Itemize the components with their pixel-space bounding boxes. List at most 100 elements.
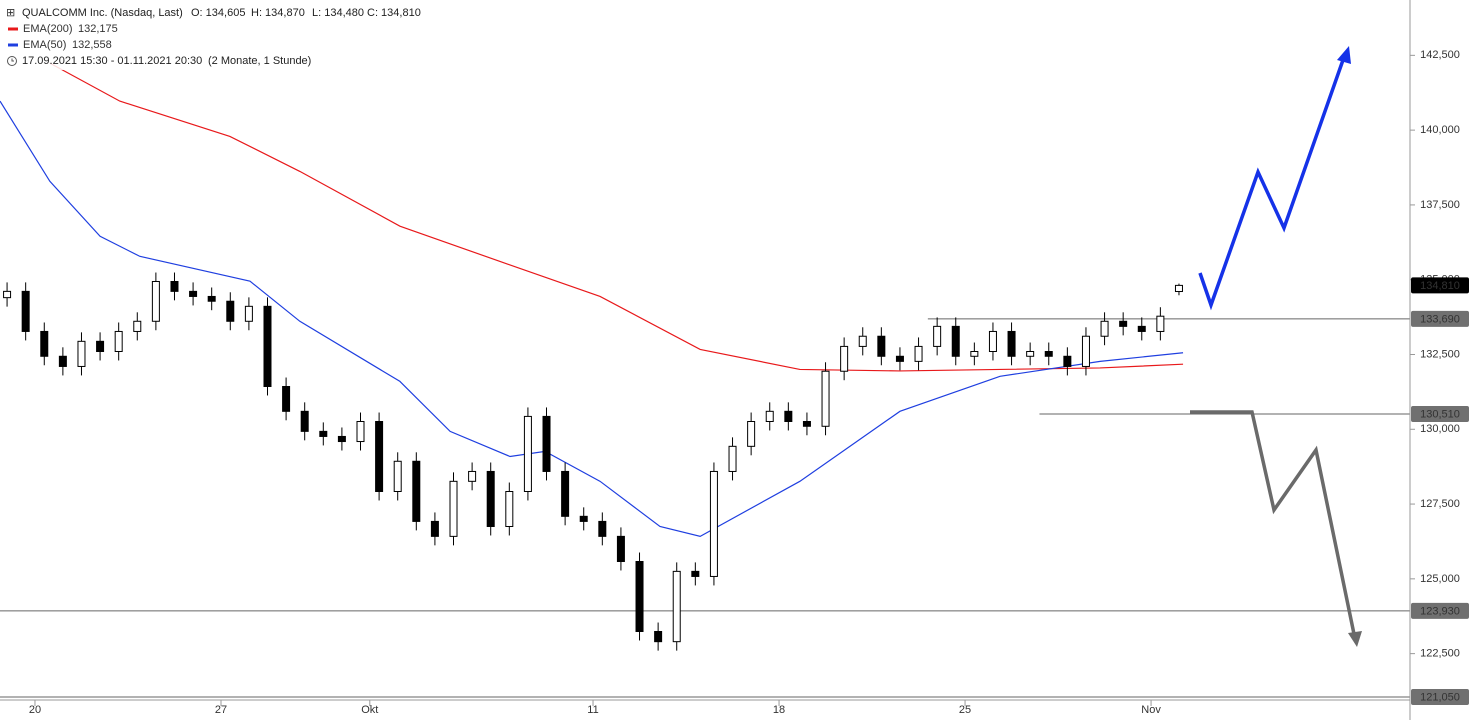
clock-hands: [11, 58, 14, 62]
y-tick-label: 127,500: [1420, 498, 1460, 510]
legend-value: 132,558: [72, 39, 112, 51]
candle-body: [765, 410, 774, 422]
candle-body: [151, 280, 160, 322]
candle-body: [840, 345, 849, 372]
y-tick-label: 132,500: [1420, 348, 1460, 360]
quote-low: L: 134,480: [312, 7, 364, 19]
candle-body: [505, 490, 514, 527]
price-box-label: 130,510: [1420, 408, 1460, 420]
price-box-label: 134,810: [1420, 280, 1460, 292]
candle-body: [337, 435, 346, 443]
x-tick-label: 11: [587, 704, 598, 716]
candle-body: [170, 280, 179, 292]
candle-body: [319, 430, 328, 437]
level-price-box: [1411, 406, 1469, 423]
x-tick-label: 25: [959, 704, 971, 716]
level-price-box: [1411, 602, 1469, 619]
price-box-label: 133,690: [1420, 313, 1460, 325]
candle-body: [58, 355, 67, 367]
candle-body: [784, 410, 793, 422]
candle-body: [747, 420, 756, 447]
legend-label: EMA(50): [23, 39, 66, 51]
candle-body: [430, 520, 439, 537]
x-tick-label: 27: [215, 704, 227, 716]
candle-body: [468, 470, 477, 482]
level-price-box: [1411, 310, 1469, 327]
y-tick-label: 142,500: [1420, 49, 1460, 61]
candle-body: [728, 445, 737, 472]
arrow-head: [1337, 46, 1351, 64]
candle-body: [858, 335, 867, 347]
candle-body: [1137, 325, 1146, 332]
header: ⊞ QUALCOMM Inc. (Nasdaq, Last) O: 134,60…: [0, 0, 421, 70]
candle-body: [77, 340, 86, 367]
last-price-box: [1411, 277, 1469, 294]
y-tick-label: 125,000: [1420, 573, 1460, 585]
candle-body: [672, 570, 681, 643]
candle-body: [207, 295, 216, 302]
candle-body: [635, 560, 644, 632]
title: QUALCOMM Inc. (Nasdaq, Last): [22, 7, 183, 19]
candle-body: [709, 470, 718, 577]
candle-body: [375, 420, 384, 492]
y-tick-label: 140,000: [1420, 124, 1460, 136]
candle-body: [654, 630, 663, 643]
candle-body: [1044, 350, 1053, 357]
legend-value: 132,175: [78, 23, 118, 35]
candle-body: [598, 520, 607, 537]
y-tick-label: 130,000: [1420, 423, 1460, 435]
candle-body: [300, 410, 309, 432]
candle-body: [914, 345, 923, 362]
candle-body: [1026, 350, 1035, 357]
projection-up: [1198, 59, 1345, 311]
candle-body: [542, 415, 551, 472]
candle-body: [96, 340, 105, 352]
quote-close: C: 134,810: [367, 7, 421, 19]
ohlc-icon: ⊞: [6, 7, 15, 19]
x-tick-label: 20: [29, 704, 41, 716]
candle-body: [263, 305, 272, 387]
y-tick-label: 137,500: [1420, 199, 1460, 211]
legend-label: EMA(200): [23, 23, 73, 35]
candle-body: [616, 535, 625, 562]
quote-open: O: 134,605: [191, 7, 245, 19]
candle-body: [412, 460, 421, 522]
level-price-box: [1411, 689, 1469, 706]
x-tick-label: Okt: [361, 704, 378, 716]
x-tick-label: Nov: [1141, 704, 1161, 716]
range-note: (2 Monate, 1 Stunde): [208, 55, 311, 67]
arrow-head: [1348, 631, 1362, 647]
date-range: 17.09.2021 15:30 - 01.11.2021 20:30: [22, 55, 202, 67]
x-tick-label: 18: [773, 704, 785, 716]
candle-body: [1156, 315, 1165, 332]
candle-body: [1081, 335, 1090, 367]
candle-body: [988, 330, 997, 352]
candle-body: [393, 460, 402, 492]
candle-body: [449, 480, 458, 537]
candle-body: [691, 570, 700, 577]
quote-high: H: 134,870: [251, 7, 305, 19]
candle-body: [1174, 284, 1183, 293]
candle-body: [933, 325, 942, 347]
candle-body: [1063, 355, 1072, 367]
candle-body: [133, 320, 142, 332]
projection-down: [1190, 410, 1356, 635]
candle-body: [802, 420, 811, 427]
candle-body: [895, 355, 904, 362]
candle-body: [951, 325, 960, 357]
candle-body: [114, 330, 123, 352]
plot-area: [0, 62, 1410, 698]
candle-body: [523, 415, 532, 492]
price-box-label: 123,930: [1420, 605, 1460, 617]
candle-body: [821, 370, 830, 427]
candle-body: [1007, 330, 1016, 357]
price-box-label: 121,050: [1420, 691, 1460, 703]
candle-body: [1100, 320, 1109, 337]
legend: EMA(200) 132,175 EMA(50) 132,558: [8, 23, 118, 51]
candle-body: [189, 290, 198, 297]
ema-line: [49, 62, 1184, 372]
candle-body: [970, 350, 979, 357]
header-bg: [0, 0, 420, 70]
